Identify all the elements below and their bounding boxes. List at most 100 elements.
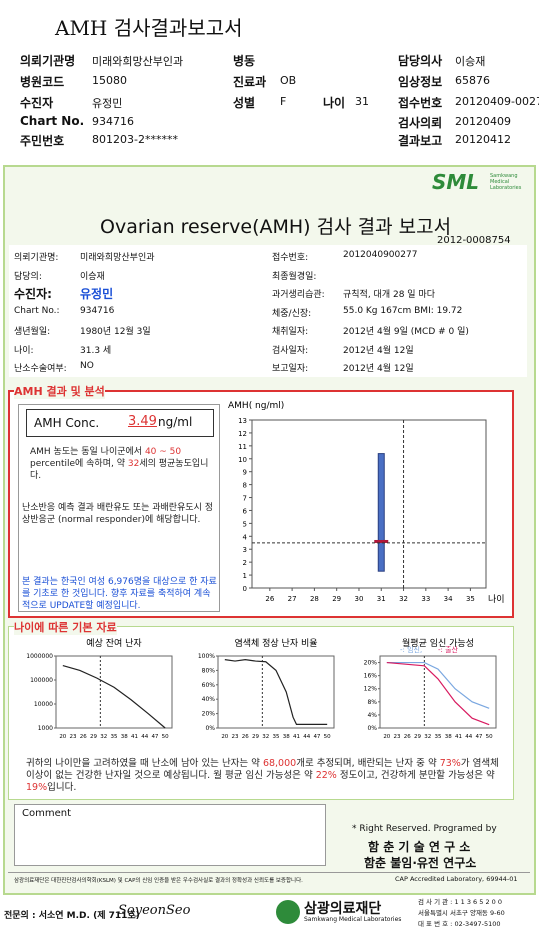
- info-value: 55.0 Kg 167cm BMI: 19.72: [343, 305, 463, 316]
- field-value: 이승재: [455, 55, 486, 68]
- field-label: 병원코드: [20, 75, 65, 89]
- basic-section: [8, 626, 514, 800]
- field-label: 병동: [233, 54, 256, 68]
- y-tick-label: 13: [238, 417, 247, 425]
- y-tick-label: 1000: [38, 725, 53, 732]
- text: 귀하의 나이만을 고려하였을 때 난소에 남아 있는 난자는 약: [26, 758, 263, 769]
- field-label: 담당의사: [398, 54, 443, 68]
- credit: 함 춘 기 술 연 구 소: [368, 840, 471, 854]
- amh-para2: 난소반응 예측 결과 배란유도 또는 과배란유도시 정상반응군 (normal …: [22, 503, 214, 525]
- field-value: F: [280, 95, 287, 108]
- text: 정도이고, 건강하게 분만할 가능성은 약: [336, 770, 495, 781]
- field-label: 수진자: [20, 96, 54, 110]
- address: 대 표 번 호 : 02-3497-5100: [418, 920, 501, 928]
- doc-title: AMH 검사결과보고서: [55, 16, 243, 40]
- logo-sub: Samkwang Medical Laboratories: [490, 173, 522, 191]
- amh-text-box: [18, 404, 220, 612]
- address: 서울특별시 서초구 양재동 9-60: [418, 909, 505, 917]
- x-tick-label: 41: [131, 734, 138, 740]
- y-tick-label: 20%: [202, 711, 216, 718]
- info-value: 2012년 4월 9일 (MCD # 0 일): [343, 327, 469, 337]
- info-value: 유정민: [80, 287, 114, 301]
- info-value: 2012040900277: [343, 250, 418, 260]
- y-tick-label: 1: [243, 572, 247, 580]
- field-label: Chart No.: [20, 114, 85, 128]
- x-tick-label: 44: [141, 734, 148, 740]
- x-tick-label: 29: [252, 734, 259, 740]
- x-tick-label: 38: [121, 734, 128, 740]
- x-tick-label: 32: [424, 734, 431, 740]
- x-tick-label: 50: [324, 734, 331, 740]
- y-tick-label: 40%: [202, 696, 216, 703]
- y-tick-label: 0: [243, 585, 247, 593]
- org-emblem: [276, 900, 300, 924]
- x-tick-label: 44: [303, 734, 310, 740]
- plot-frame: [251, 419, 487, 589]
- address: 검 사 기 관 : 1 1 3 6 5 2 0 0: [418, 898, 502, 906]
- x-tick-label: 32: [399, 595, 408, 603]
- plot-frame: [217, 655, 335, 729]
- field-label: 검사의뢰: [398, 116, 443, 130]
- footer-note: 삼광의료재단은 대한진단검사의학회(KSLM) 및 CAP의 신임 인증을 받은…: [14, 878, 303, 884]
- birth: 19%: [26, 782, 48, 793]
- y-tick-label: 10: [238, 456, 247, 464]
- x-tick-label: 32: [262, 734, 269, 740]
- x-tick-label: 47: [313, 734, 320, 740]
- amh-para3: 본 결과는 한국인 여성 6,976명을 대상으로 한 자료를 기초로 한 것입…: [22, 577, 217, 611]
- x-tick-label: 41: [455, 734, 462, 740]
- conc-value: 3.49: [128, 414, 157, 429]
- field-value: 미래와희망산부인과: [92, 55, 184, 68]
- y-tick-label: 16%: [364, 673, 378, 680]
- credit: 함춘 불임·유전 연구소: [364, 856, 477, 870]
- x-tick-label: 47: [151, 734, 158, 740]
- y-tick-label: 10000: [34, 701, 53, 708]
- x-tick-label: 27: [288, 595, 297, 603]
- conc-label: AMH Conc.: [34, 416, 100, 430]
- y-tick-label: 12%: [364, 686, 378, 693]
- x-tick-label: 41: [293, 734, 300, 740]
- y-tick-label: 9: [243, 469, 247, 477]
- field-value: 유정민: [92, 97, 123, 110]
- field-label: 진료과: [233, 75, 267, 89]
- comment-label: Comment: [22, 808, 71, 819]
- x-tick-label: 34: [444, 595, 453, 603]
- y-tick-label: 100%: [198, 653, 215, 660]
- info-value: 31.3 세: [80, 345, 112, 356]
- x-tick-label: 38: [445, 734, 452, 740]
- text: AMH 농도는 동일 나이군에서: [30, 447, 145, 457]
- chart-title: 월평균 임신 가능성: [402, 637, 474, 649]
- x-tick-label: 30: [355, 595, 364, 603]
- x-tick-label: 35: [273, 734, 280, 740]
- y-tick-label: 6: [243, 507, 248, 515]
- info-label: 난소수술여부:: [14, 364, 67, 374]
- y-tick-label: 12: [238, 430, 247, 438]
- field-label: 접수번호: [398, 96, 443, 110]
- field-label: 의뢰기관명: [20, 54, 76, 68]
- logo: SML: [432, 170, 480, 194]
- x-tick-label: 23: [232, 734, 239, 740]
- info-value: 이승재: [80, 271, 105, 282]
- x-tick-label: 23: [70, 734, 77, 740]
- info-value: 2012년 4월 12일: [343, 364, 414, 374]
- info-label: 최종월경일:: [272, 271, 317, 282]
- y-tick-label: 3: [243, 546, 247, 554]
- y-axis-label: AMH( ng/ml): [228, 401, 284, 411]
- field-label: 주민번호: [20, 134, 65, 148]
- text: 입니다.: [47, 782, 77, 793]
- text: percentile에 속하며, 약: [30, 459, 128, 469]
- info-label: 수진자:: [14, 287, 52, 301]
- field-label: 성별: [233, 96, 256, 110]
- amh-section: [8, 390, 514, 618]
- x-tick-label: 50: [162, 734, 169, 740]
- report-title: Ovarian reserve(AMH) 검사 결과 보고서: [100, 216, 452, 238]
- x-tick-label: 20: [221, 734, 228, 740]
- info-value: NO: [80, 361, 94, 371]
- org-en: Samkwang Medical Laboratories: [304, 916, 402, 923]
- doctor: 전문의 : 서소연 M.D. (제 711호): [4, 911, 140, 921]
- curve: [224, 658, 328, 725]
- field-value: OB: [280, 74, 297, 87]
- y-tick-label: 1000000: [26, 653, 53, 660]
- info-label: 과거생리습관:: [272, 290, 325, 300]
